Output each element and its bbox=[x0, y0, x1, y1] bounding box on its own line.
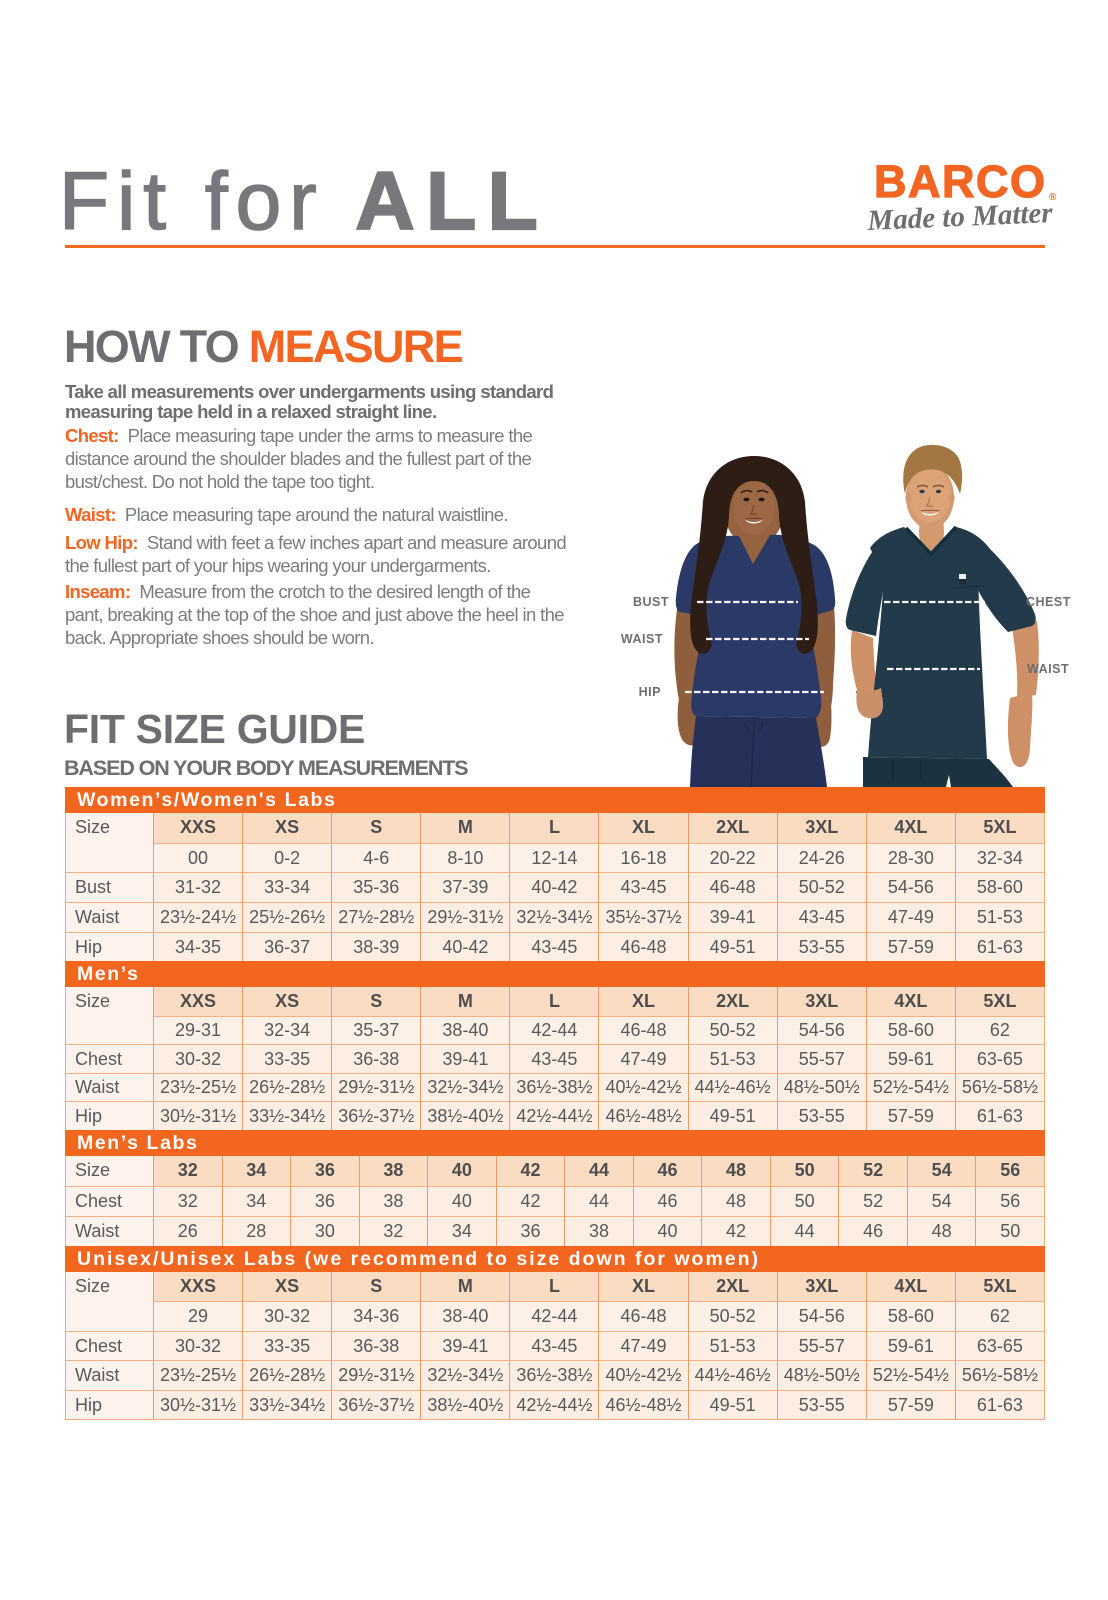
svg-text:WAIST: WAIST bbox=[1027, 662, 1069, 676]
svg-text:CHEST: CHEST bbox=[1026, 595, 1071, 609]
svg-text:BUST: BUST bbox=[633, 595, 669, 609]
svg-text:HIP: HIP bbox=[639, 685, 661, 699]
svg-text:WAIST: WAIST bbox=[621, 632, 663, 646]
